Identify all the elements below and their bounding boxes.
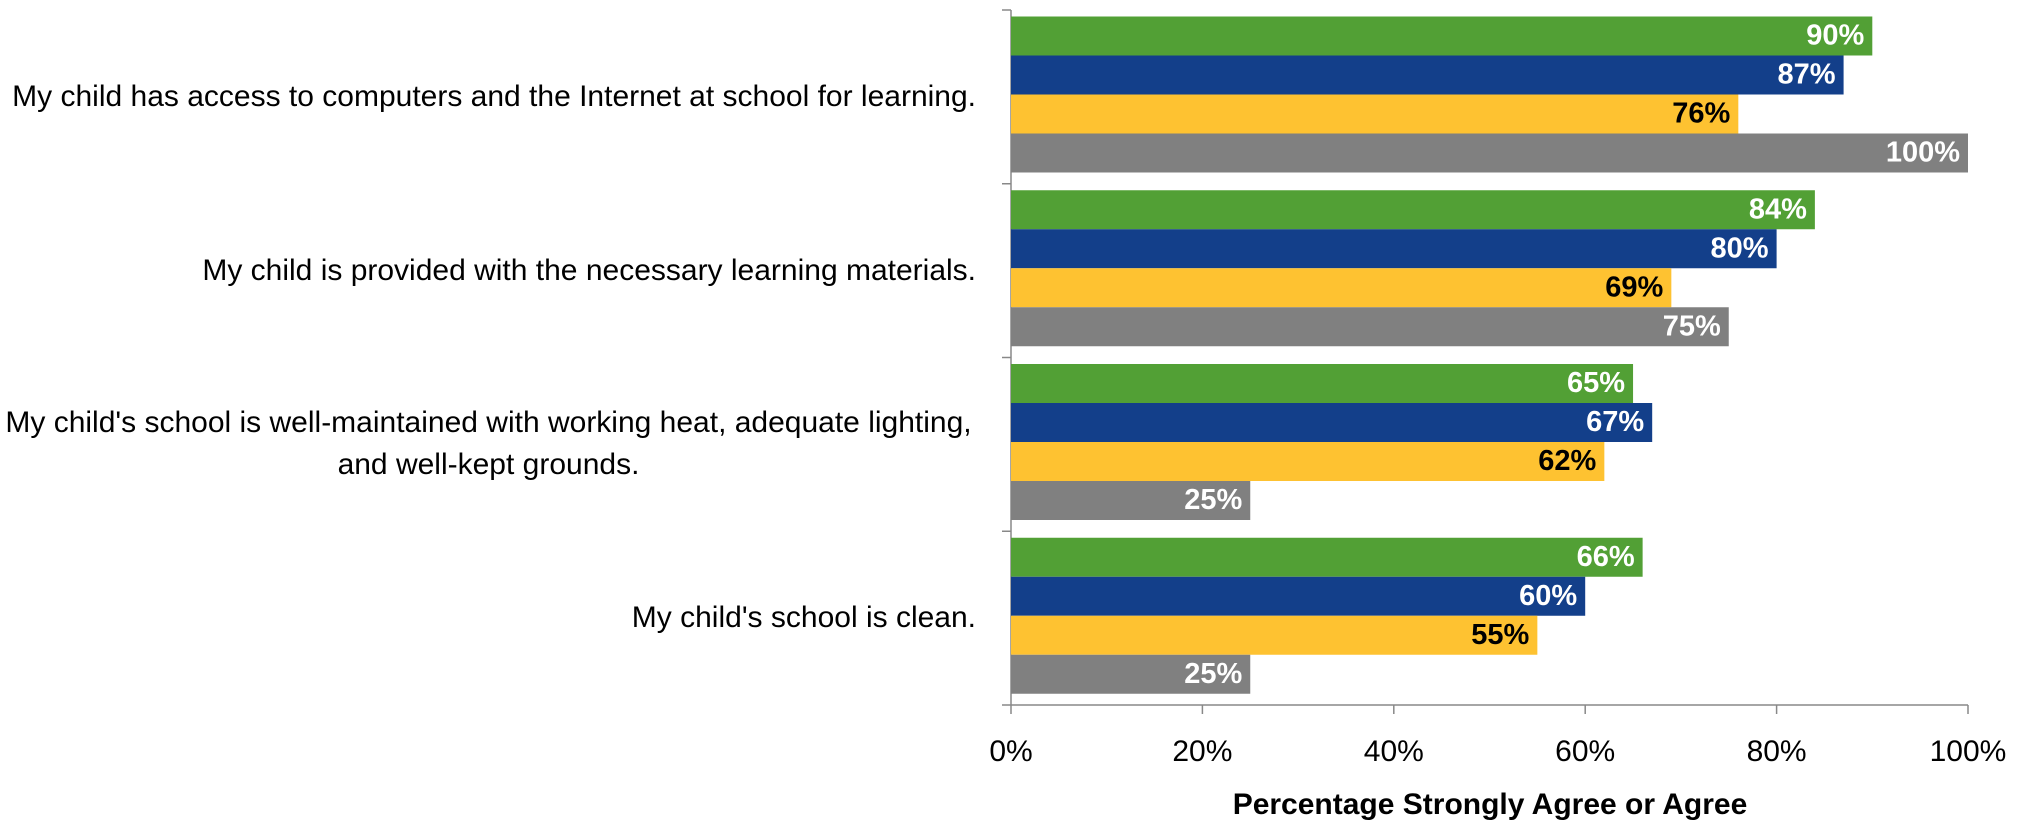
value-label: 60% [1519, 580, 1577, 612]
value-label: 100% [1886, 137, 1960, 169]
bar [1011, 537, 1643, 577]
x-tick-label: 0% [989, 735, 1032, 768]
x-tick-label: 20% [1172, 735, 1232, 768]
x-tick-label: 80% [1747, 735, 1807, 768]
value-label: 75% [1663, 310, 1721, 342]
value-label: 65% [1567, 367, 1625, 399]
category-label-box: My child has access to computers and the… [0, 76, 976, 118]
value-label: 25% [1184, 658, 1242, 690]
x-tick-label: 40% [1364, 735, 1424, 768]
bar [1011, 364, 1634, 403]
y-tick-label: My child's school is clean. [631, 601, 976, 635]
value-label: 62% [1538, 445, 1596, 477]
bar [1011, 16, 1873, 56]
bar [1011, 481, 1251, 520]
value-label: 66% [1577, 541, 1635, 573]
value-label: 87% [1778, 59, 1836, 91]
x-tick-label: 60% [1555, 735, 1615, 768]
bar [1011, 94, 1739, 134]
bar [1011, 615, 1538, 655]
bar [1011, 190, 1815, 230]
y-tick-label: My child's school is well-maintained wit… [5, 406, 972, 482]
bar [1011, 268, 1672, 308]
bar [1011, 229, 1777, 269]
value-label: 90% [1806, 20, 1864, 52]
value-label: 25% [1184, 484, 1242, 516]
x-axis-title: Percentage Strongly Agree or Agree [1233, 788, 1748, 821]
value-label: 69% [1605, 271, 1663, 303]
value-label: 67% [1586, 406, 1644, 438]
category-label-box: My child's school is well-maintained wit… [0, 402, 976, 486]
y-tick-label: My child has access to computers and the… [12, 79, 976, 113]
y-tick-label: My child is provided with the necessary … [202, 253, 976, 287]
value-label: 80% [1711, 232, 1769, 264]
bar [1011, 55, 1844, 95]
value-label: 76% [1672, 98, 1730, 130]
bar [1011, 307, 1729, 347]
bar [1011, 442, 1605, 481]
bar [1011, 403, 1653, 442]
bar [1011, 576, 1586, 616]
x-tick-label: 100% [1930, 735, 2007, 768]
category-label-box: My child's school is clean. [0, 597, 976, 639]
value-label: 84% [1749, 193, 1807, 225]
bar [1011, 654, 1251, 694]
value-label: 55% [1471, 619, 1529, 651]
category-label-box: My child is provided with the necessary … [0, 250, 976, 292]
bar [1011, 133, 1968, 173]
